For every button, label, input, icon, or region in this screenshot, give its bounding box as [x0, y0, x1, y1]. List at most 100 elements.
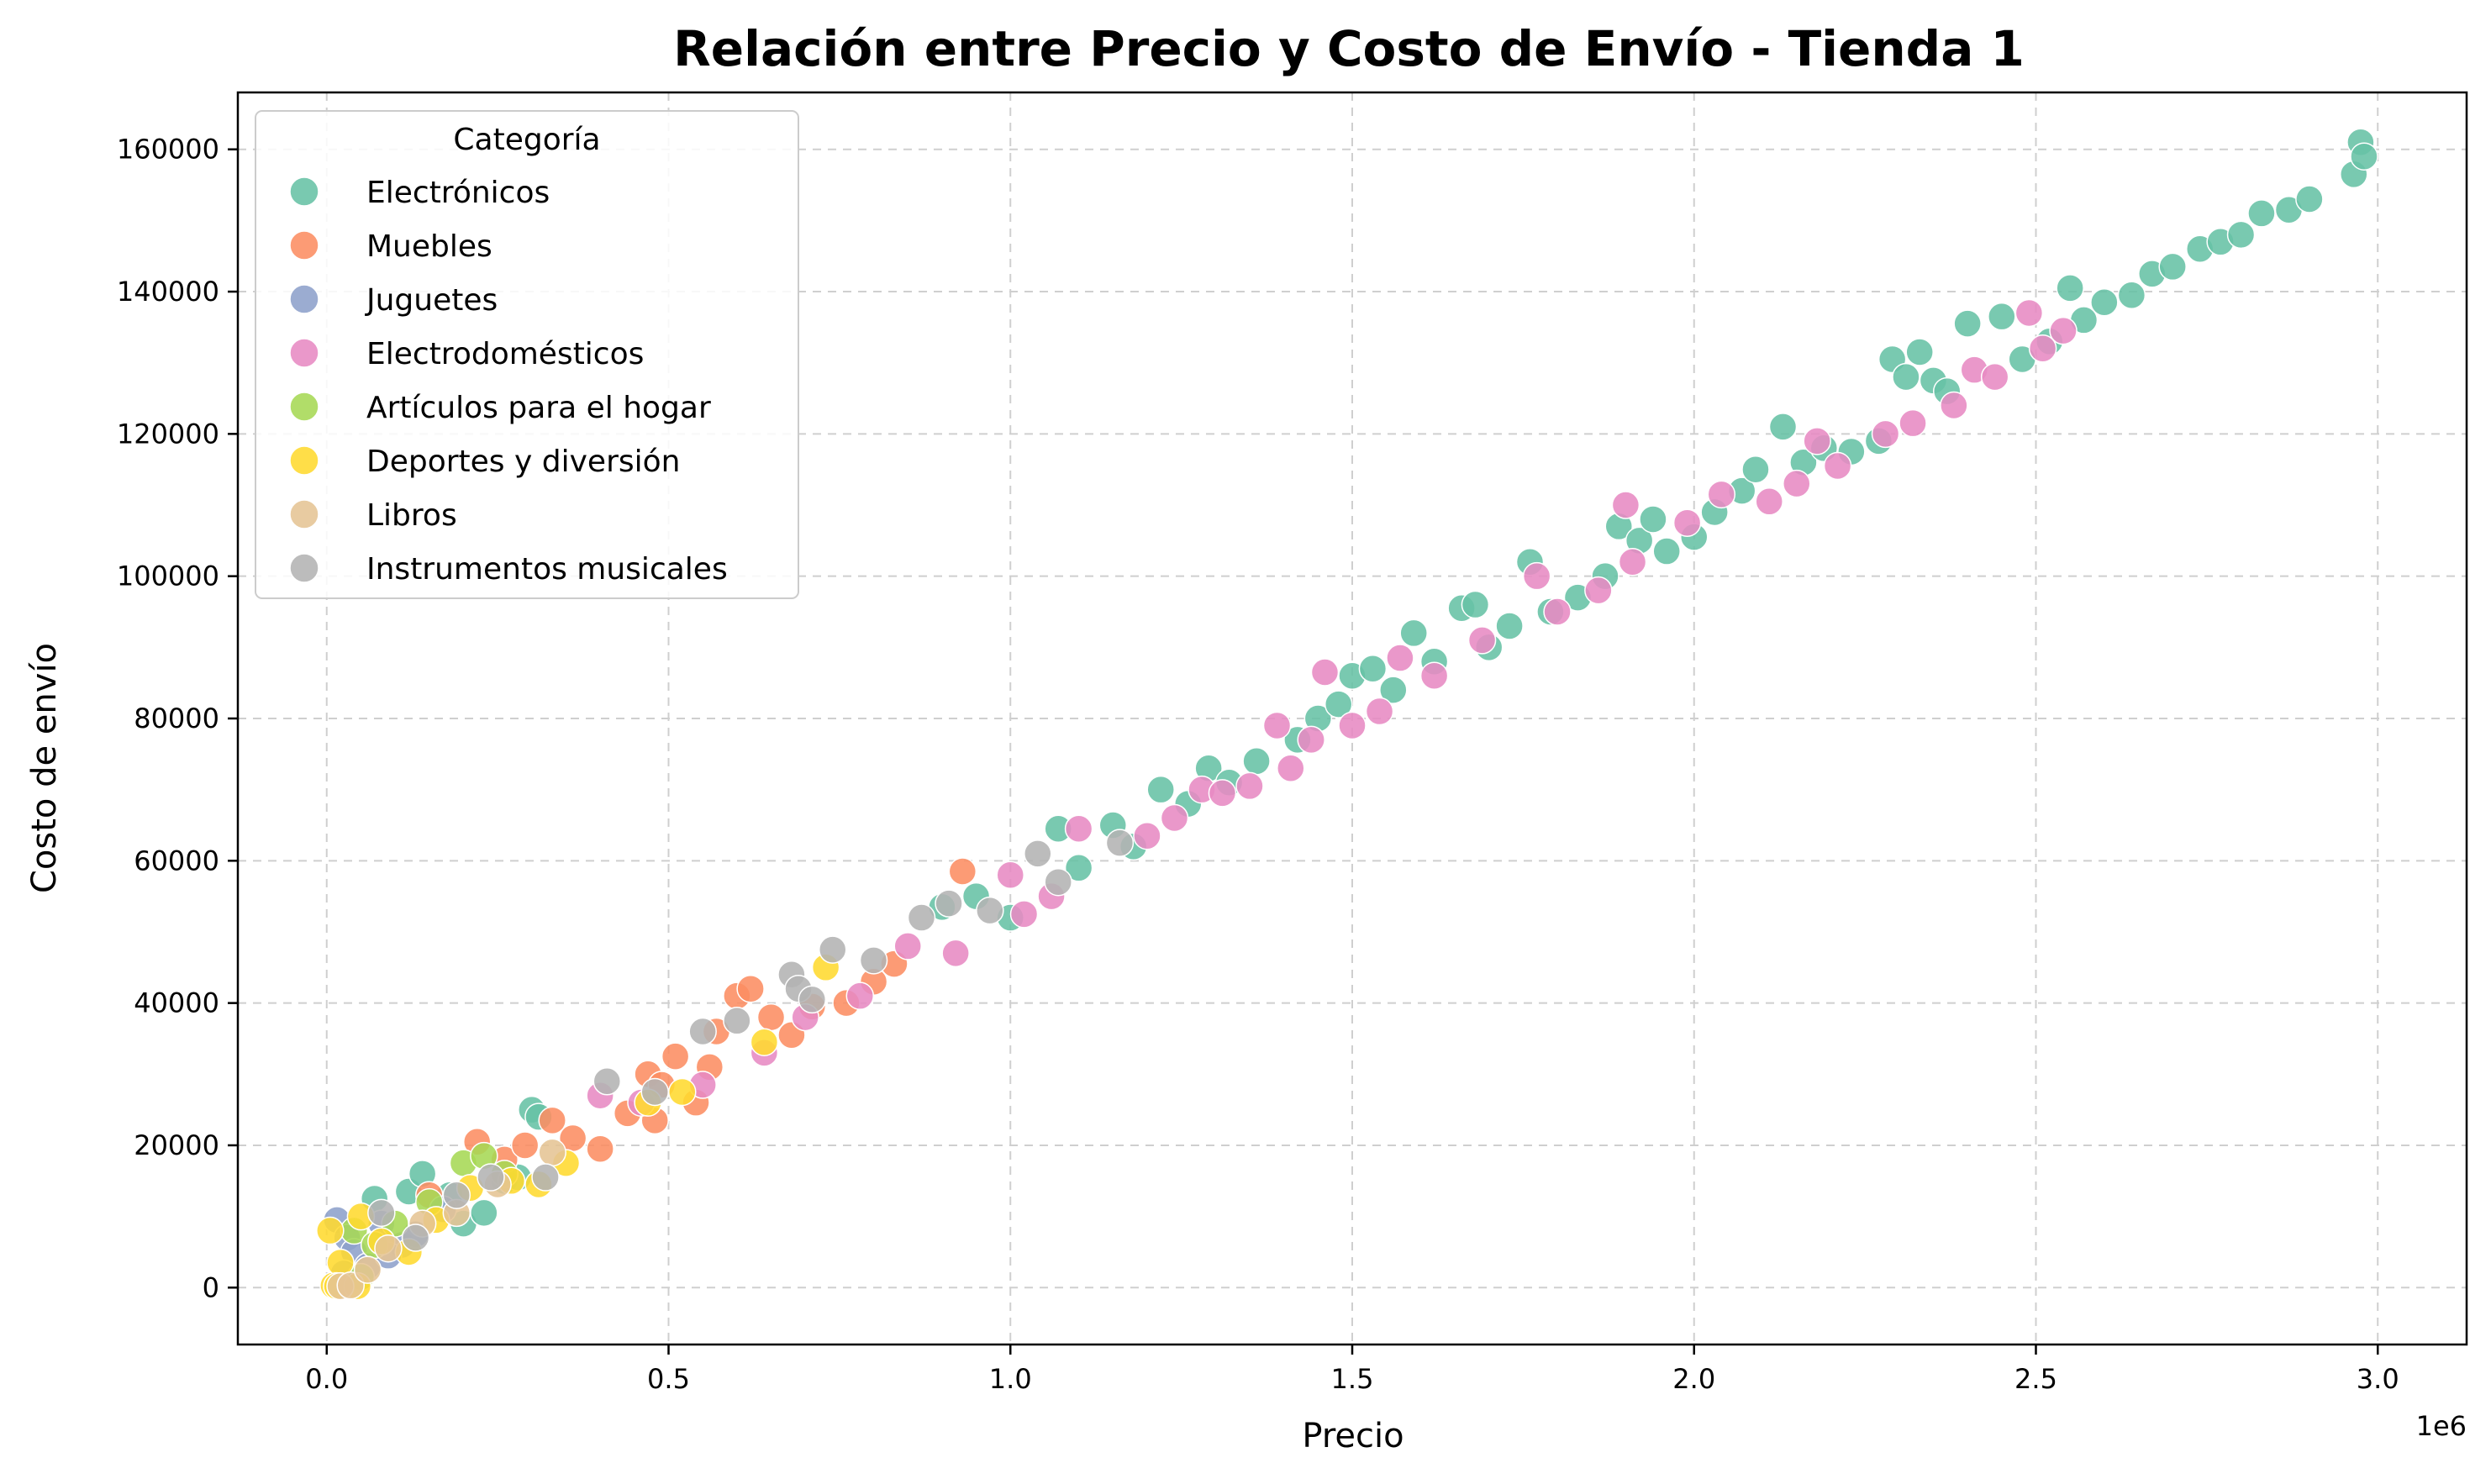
y-axis-ticks: 0 20000 40000 60000 80000 100000 120000 140000 1… — [117, 134, 238, 1303]
data-point — [2028, 334, 2057, 363]
data-point — [1611, 491, 1640, 519]
legend-label: Electrodomésticos — [366, 337, 644, 371]
data-point — [510, 1131, 540, 1160]
data-point — [1899, 408, 1927, 438]
data-point — [996, 860, 1025, 889]
data-point — [538, 1138, 566, 1167]
data-point — [2049, 316, 2078, 345]
y-tick-label: 80000 — [134, 703, 219, 734]
y-tick-label: 140000 — [117, 276, 219, 308]
data-point — [1338, 711, 1367, 740]
data-point — [1755, 487, 1783, 516]
x-tick-label: 3.0 — [2357, 1363, 2399, 1395]
data-point — [538, 1106, 566, 1135]
data-point — [1419, 661, 1449, 690]
legend-items: Electrónicos Muebles Juguetes Electrodomést… — [289, 176, 728, 587]
data-point — [442, 1181, 471, 1209]
data-point — [592, 1067, 622, 1096]
legend-label: Juguetes — [365, 283, 498, 318]
x-tick-label: 0.5 — [647, 1363, 690, 1395]
data-point — [1277, 754, 1305, 783]
data-point — [1461, 590, 1490, 619]
data-point — [668, 1077, 697, 1107]
legend-title: Categoría — [453, 123, 600, 157]
data-point — [1365, 697, 1394, 726]
data-point — [1235, 771, 1264, 801]
data-point — [1064, 854, 1093, 882]
data-point — [1044, 867, 1072, 897]
x-tick-label: 1.0 — [989, 1363, 1032, 1395]
data-point — [1618, 548, 1647, 576]
data-point — [736, 974, 765, 1003]
data-point — [661, 1042, 690, 1071]
data-point — [1892, 362, 1920, 392]
x-tick-label: 2.5 — [2014, 1363, 2057, 1395]
data-point — [1160, 803, 1189, 833]
data-point — [893, 932, 922, 960]
data-point — [1262, 711, 1292, 740]
data-point — [2158, 252, 2187, 282]
data-point — [2056, 274, 2084, 303]
x-tick-label: 0.0 — [305, 1363, 348, 1395]
data-point — [941, 939, 970, 968]
data-point — [2247, 199, 2276, 228]
legend-label: Instrumentos musicales — [366, 552, 728, 587]
x-axis-ticks: 0.0 0.5 1.0 1.5 2.0 2.5 3.0 — [305, 1345, 2399, 1395]
data-point — [1988, 302, 2016, 331]
y-tick-label: 120000 — [117, 418, 219, 450]
data-point — [1672, 508, 1702, 537]
y-axis-label: Costo de envío — [25, 643, 64, 893]
data-point — [1543, 597, 1572, 626]
data-point — [1783, 469, 1811, 498]
data-point — [935, 889, 963, 918]
legend-label: Libros — [366, 498, 457, 533]
legend-box — [255, 110, 799, 599]
data-point — [1940, 391, 1968, 420]
data-point — [1009, 900, 1039, 929]
legend-label: Artículos para el hogar — [366, 391, 711, 425]
data-point — [1399, 618, 1428, 648]
data-point — [1297, 725, 1325, 755]
y-tick-label: 100000 — [117, 560, 219, 592]
data-point — [1105, 829, 1135, 857]
data-point — [859, 946, 888, 975]
x-axis-label: Precio — [1302, 1417, 1403, 1455]
data-point — [367, 1198, 396, 1228]
data-point — [1980, 362, 2009, 392]
data-point — [586, 1134, 614, 1163]
y-tick-label: 60000 — [134, 845, 219, 876]
data-point — [1146, 775, 1175, 804]
data-point — [1584, 576, 1613, 605]
data-point — [470, 1198, 498, 1228]
data-point — [798, 985, 827, 1014]
data-point — [1064, 814, 1093, 843]
legend-marker — [289, 176, 319, 207]
data-point — [1324, 690, 1353, 718]
data-point — [1358, 654, 1388, 683]
data-point — [353, 1255, 382, 1284]
x-tick-label: 2.0 — [1672, 1363, 1715, 1395]
data-point — [316, 1216, 345, 1245]
data-point — [1871, 419, 1900, 449]
data-point — [976, 896, 1004, 925]
y-tick-label: 20000 — [134, 1129, 219, 1161]
legend: Categoría ElectrónicosMueblesJuguetesEle… — [255, 110, 799, 599]
data-point — [640, 1077, 669, 1107]
data-point — [723, 1007, 751, 1035]
x-axis-offset-label: 1e6 — [2416, 1410, 2467, 1442]
legend-marker — [289, 284, 319, 314]
y-tick-label: 160000 — [117, 134, 219, 166]
x-tick-label: 1.5 — [1331, 1363, 1374, 1395]
data-point — [845, 981, 875, 1010]
data-point — [1707, 480, 1736, 509]
data-point — [1522, 561, 1551, 591]
data-point — [374, 1234, 403, 1263]
data-point — [2117, 281, 2146, 310]
data-point — [948, 857, 977, 886]
data-point — [2226, 220, 2256, 250]
legend-marker — [289, 338, 319, 368]
chart-title: Relación entre Precio y Costo de Envío -… — [673, 20, 2025, 77]
data-point — [2350, 142, 2378, 171]
data-point — [531, 1163, 560, 1192]
